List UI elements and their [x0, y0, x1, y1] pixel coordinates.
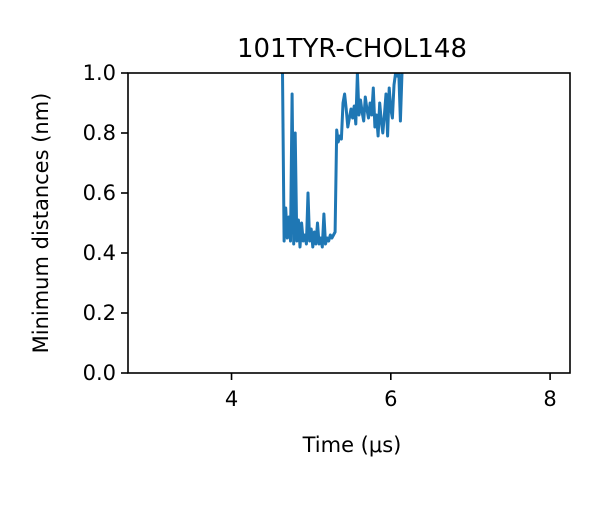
plot-area [281, 73, 404, 249]
x-tick-label: 4 [225, 387, 238, 411]
x-axis-label: Time (μs) [302, 433, 402, 457]
series-line-0 [281, 73, 404, 249]
plot-frame [127, 72, 571, 374]
y-tick-label: 0.0 [83, 361, 116, 385]
x-tick-label: 6 [384, 387, 397, 411]
y-axis-label: Minimum distances (nm) [29, 93, 53, 354]
y-tick-label: 0.4 [83, 241, 116, 265]
y-tick-label: 0.8 [83, 121, 116, 145]
chart-title: 101TYR-CHOL148 [237, 34, 467, 64]
y-tick-label: 1.0 [83, 61, 116, 85]
y-tick-label: 0.6 [83, 181, 116, 205]
x-tick-label: 8 [543, 387, 556, 411]
axes: 4 6 8 0.0 0.2 0.4 0.6 0.8 1.0 [83, 61, 571, 411]
y-tick-label: 0.2 [83, 301, 116, 325]
